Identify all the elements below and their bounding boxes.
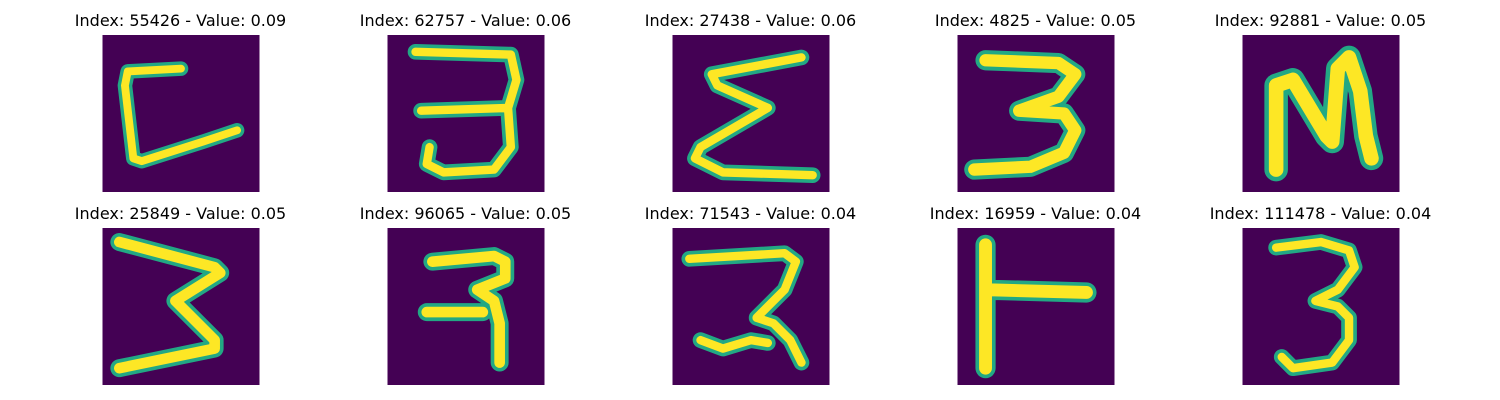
image-cell-5: Index: 92881 - Value: 0.05 bbox=[1178, 0, 1463, 192]
digit-image bbox=[102, 35, 260, 192]
digit-image bbox=[672, 228, 830, 385]
image-title: Index: 4825 - Value: 0.05 bbox=[934, 11, 1137, 30]
image-cell-2: Index: 62757 - Value: 0.06 bbox=[323, 0, 608, 192]
image-cell-9: Index: 16959 - Value: 0.04 bbox=[893, 193, 1178, 385]
image-title: Index: 71543 - Value: 0.04 bbox=[644, 204, 857, 223]
digit-image bbox=[1242, 228, 1400, 385]
digit-image bbox=[957, 228, 1115, 385]
image-title: Index: 96065 - Value: 0.05 bbox=[359, 204, 572, 223]
image-cell-6: Index: 25849 - Value: 0.05 bbox=[38, 193, 323, 385]
image-title: Index: 16959 - Value: 0.04 bbox=[929, 204, 1142, 223]
digit-image bbox=[1242, 35, 1400, 192]
image-cell-4: Index: 4825 - Value: 0.05 bbox=[893, 0, 1178, 192]
digit-image bbox=[957, 35, 1115, 192]
digit-image bbox=[387, 228, 545, 385]
image-title: Index: 92881 - Value: 0.05 bbox=[1214, 11, 1427, 30]
image-title: Index: 111478 - Value: 0.04 bbox=[1209, 204, 1432, 223]
image-cell-1: Index: 55426 - Value: 0.09 bbox=[38, 0, 323, 192]
image-title: Index: 25849 - Value: 0.05 bbox=[74, 204, 287, 223]
image-cell-8: Index: 71543 - Value: 0.04 bbox=[608, 193, 893, 385]
image-title: Index: 62757 - Value: 0.06 bbox=[359, 11, 572, 30]
image-title: Index: 55426 - Value: 0.09 bbox=[74, 11, 287, 30]
digit-image bbox=[672, 35, 830, 192]
digit-image bbox=[387, 35, 545, 192]
image-cell-10: Index: 111478 - Value: 0.04 bbox=[1178, 193, 1463, 385]
image-cell-7: Index: 96065 - Value: 0.05 bbox=[323, 193, 608, 385]
image-cell-3: Index: 27438 - Value: 0.06 bbox=[608, 0, 893, 192]
image-title: Index: 27438 - Value: 0.06 bbox=[644, 11, 857, 30]
digit-image bbox=[102, 228, 260, 385]
